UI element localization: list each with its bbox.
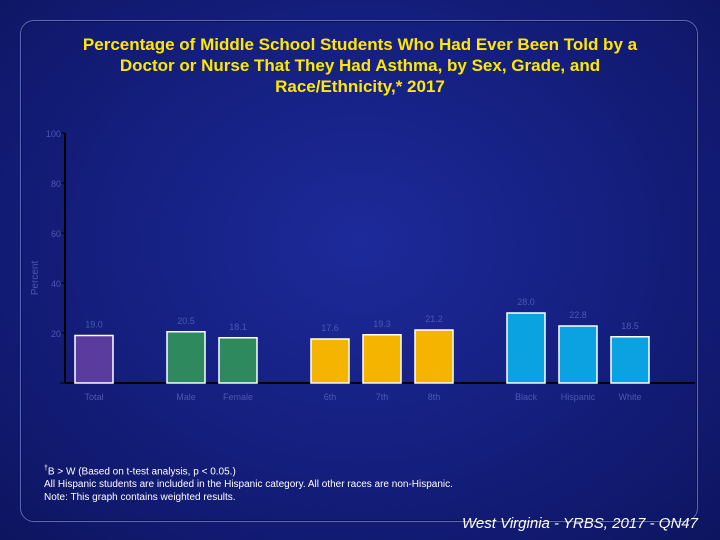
note-weighted: Note: This graph contains weighted resul… — [44, 492, 236, 504]
note-significance: †B > W (Based on t-test analysis, p < 0.… — [44, 462, 453, 478]
value-label: 21.2 — [425, 314, 443, 324]
title-line-3: Race/Ethnicity,* 2017 — [275, 77, 445, 96]
value-label: 20.5 — [177, 316, 195, 326]
category-label: 8th — [428, 392, 441, 402]
category-label: 7th — [376, 392, 389, 402]
bar-hispanic — [558, 325, 598, 384]
category-label: Total — [84, 392, 103, 402]
title-line-2: Doctor or Nurse That They Had Asthma, by… — [119, 56, 601, 75]
category-label: Black — [515, 392, 538, 402]
bar-male — [166, 331, 206, 384]
bar-black — [506, 312, 546, 384]
source-footer: West Virginia - YRBS, 2017 - QN47 — [462, 515, 698, 532]
bar-female — [218, 337, 258, 384]
value-label: 22.8 — [569, 310, 587, 320]
category-label: Male — [176, 392, 196, 402]
value-label: 17.6 — [321, 323, 339, 333]
note-significance-text: B > W (Based on t-test analysis, p < 0.0… — [47, 466, 236, 478]
y-tick-label: 40 — [51, 279, 61, 289]
category-label: Female — [223, 392, 253, 402]
note-significance-marker: † — [44, 465, 48, 472]
y-tick-label: 100 — [46, 129, 61, 139]
value-label: 19.3 — [373, 319, 391, 329]
y-tick-label: 20 — [51, 329, 61, 339]
category-label: White — [618, 392, 641, 402]
chart-notes: †B > W (Based on t-test analysis, p < 0.… — [44, 462, 453, 504]
bar-total — [74, 334, 114, 384]
title-line-1: Percentage of Middle School Students Who… — [82, 35, 638, 54]
category-label: 6th — [324, 392, 337, 402]
bar-7th — [362, 334, 402, 384]
chart-title: Percentage of Middle School Students Who… — [40, 34, 680, 97]
value-label: 18.5 — [621, 321, 639, 331]
y-axis-label: Percent — [30, 261, 41, 296]
value-label: 19.0 — [85, 320, 103, 330]
category-label: Hispanic — [561, 392, 596, 402]
y-tick-label: 60 — [51, 229, 61, 239]
y-tick-label: 80 — [51, 179, 61, 189]
bar-white — [610, 336, 650, 384]
bar-6th — [310, 338, 350, 384]
value-label: 18.1 — [229, 322, 247, 332]
slide-frame — [20, 20, 698, 522]
value-label: 28.0 — [517, 297, 535, 307]
note-hispanic: All Hispanic students are included in th… — [44, 479, 453, 491]
bar-8th — [414, 329, 454, 384]
